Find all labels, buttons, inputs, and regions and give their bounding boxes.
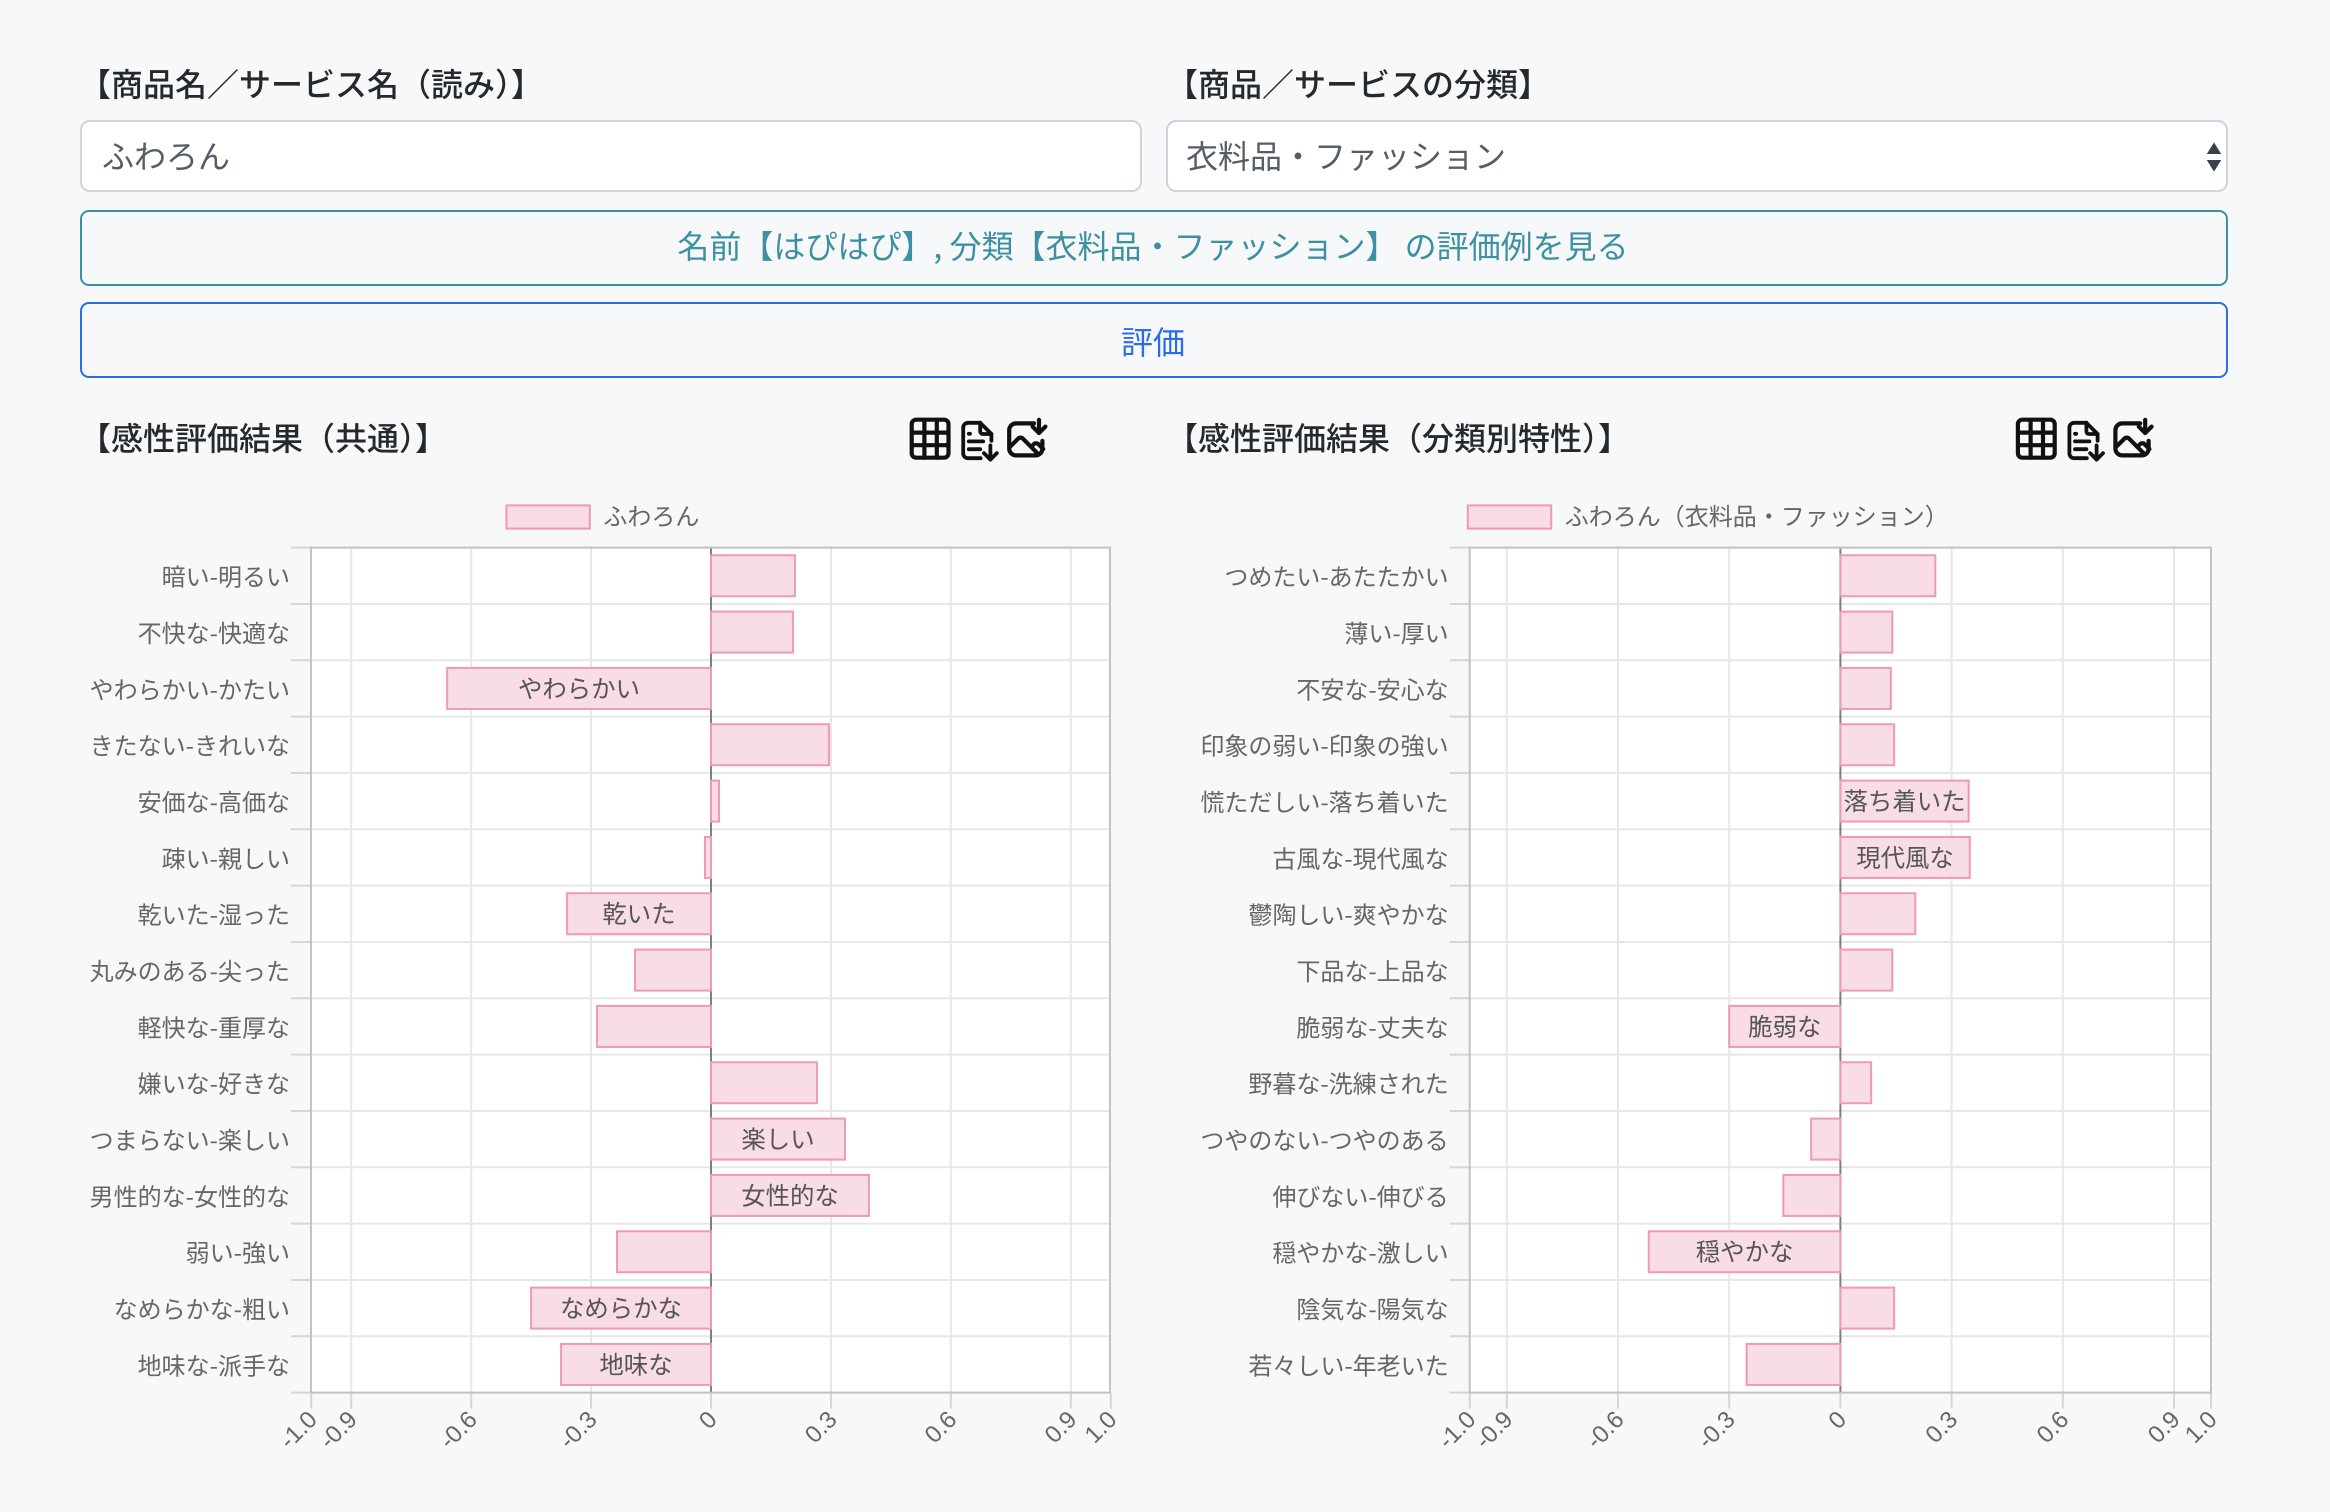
svg-text:-0.9: -0.9 (314, 1406, 362, 1454)
svg-text:0: 0 (694, 1406, 723, 1435)
svg-text:鬱陶しい-爽やかな: 鬱陶しい-爽やかな (1248, 896, 1448, 931)
svg-text:0.3: 0.3 (1920, 1406, 1963, 1449)
svg-text:下品な-上品な: 下品な-上品な (1296, 952, 1448, 987)
svg-text:やわらかい-かたい: やわらかい-かたい (90, 670, 290, 705)
svg-text:-0.6: -0.6 (1581, 1406, 1629, 1454)
svg-text:不安な-安心な: 不安な-安心な (1296, 670, 1448, 705)
svg-text:野暮な-洗練された: 野暮な-洗練された (1248, 1065, 1448, 1100)
svg-text:きたない-きれいな: きたない-きれいな (90, 727, 290, 762)
svg-text:0.3: 0.3 (800, 1406, 843, 1449)
svg-text:陰気な-陽気な: 陰気な-陽気な (1296, 1290, 1448, 1325)
svg-text:-0.9: -0.9 (1470, 1406, 1518, 1454)
svg-text:男性的な-女性的な: 男性的な-女性的な (90, 1177, 290, 1212)
svg-text:0.6: 0.6 (920, 1406, 963, 1449)
svg-text:印象の弱い-印象の強い: 印象の弱い-印象の強い (1200, 727, 1448, 762)
svg-text:-0.6: -0.6 (434, 1406, 482, 1454)
svg-text:薄い-厚い: 薄い-厚い (1344, 614, 1448, 649)
svg-text:脆弱な: 脆弱な (1748, 1008, 1821, 1043)
svg-text:乾いた-湿った: 乾いた-湿った (138, 896, 290, 931)
svg-text:若々しい-年老いた: 若々しい-年老いた (1248, 1346, 1448, 1381)
svg-text:疎い-親しい: 疎い-親しい (162, 839, 290, 874)
svg-text:嫌いな-好きな: 嫌いな-好きな (138, 1065, 290, 1100)
svg-text:なめらかな: なめらかな (560, 1290, 682, 1325)
svg-text:伸びない-伸びる: 伸びない-伸びる (1272, 1177, 1448, 1212)
svg-text:穏やかな-激しい: 穏やかな-激しい (1272, 1234, 1448, 1269)
svg-text:乾いた: 乾いた (602, 896, 675, 931)
svg-text:0: 0 (1823, 1406, 1852, 1435)
svg-text:慌ただしい-落ち着いた: 慌ただしい-落ち着いた (1200, 783, 1448, 818)
svg-text:0.6: 0.6 (2032, 1406, 2075, 1449)
svg-text:現代風な: 現代風な (1856, 839, 1954, 874)
svg-text:やわらかい: やわらかい (518, 670, 640, 705)
svg-text:落ち着いた: 落ち着いた (1844, 783, 1966, 818)
svg-text:楽しい: 楽しい (741, 1121, 814, 1156)
svg-text:0.9: 0.9 (1040, 1406, 1083, 1449)
svg-text:1.0: 1.0 (2180, 1406, 2223, 1449)
svg-text:-0.3: -0.3 (554, 1406, 602, 1454)
svg-text:古風な-現代風な: 古風な-現代風な (1272, 839, 1448, 874)
svg-text:軽快な-重厚な: 軽快な-重厚な (138, 1008, 290, 1043)
svg-text:ふわろん: ふわろん (603, 497, 699, 532)
svg-text:暗い-明るい: 暗い-明るい (162, 558, 290, 593)
svg-text:つめたい-あたたかい: つめたい-あたたかい (1224, 558, 1448, 593)
svg-text:女性的な: 女性的な (741, 1177, 839, 1212)
svg-text:不快な-快適な: 不快な-快適な (138, 614, 290, 649)
svg-text:安価な-高価な: 安価な-高価な (138, 783, 290, 818)
svg-text:-1.0: -1.0 (274, 1406, 322, 1454)
svg-text:丸みのある-尖った: 丸みのある-尖った (90, 952, 290, 987)
svg-text:1.0: 1.0 (1080, 1406, 1123, 1449)
svg-text:脆弱な-丈夫な: 脆弱な-丈夫な (1296, 1008, 1448, 1043)
svg-text:地味な: 地味な (599, 1346, 672, 1381)
svg-text:穏やかな: 穏やかな (1696, 1234, 1794, 1269)
svg-text:ふわろん（衣料品・ファッション）: ふわろん（衣料品・ファッション） (1565, 497, 1949, 532)
svg-text:-0.3: -0.3 (1692, 1406, 1740, 1454)
svg-text:なめらかな-粗い: なめらかな-粗い (114, 1290, 290, 1325)
svg-text:地味な-派手な: 地味な-派手な (138, 1346, 290, 1381)
svg-text:0.9: 0.9 (2143, 1406, 2186, 1449)
svg-text:弱い-強い: 弱い-強い (186, 1234, 290, 1269)
svg-text:つまらない-楽しい: つまらない-楽しい (90, 1121, 290, 1156)
svg-text:つやのない-つやのある: つやのない-つやのある (1200, 1121, 1448, 1156)
